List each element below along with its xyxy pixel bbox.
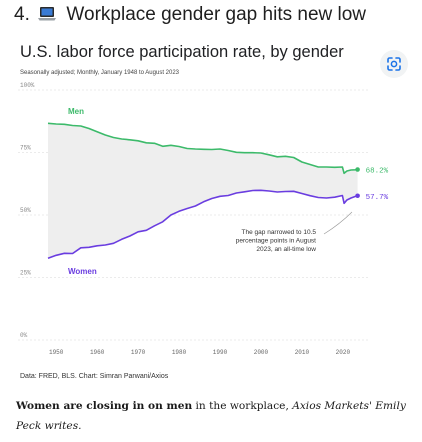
caption-italic: Axios Markets' Emily Peck writes. [16, 400, 406, 432]
headline: 4. Workplace gender gap hits new low [14, 2, 414, 28]
gap-annotation-line: 2023, an all-time low [256, 246, 316, 253]
laptop-icon [38, 7, 57, 21]
lens-scan-button[interactable] [380, 50, 408, 78]
y-tick-label: 50% [20, 207, 31, 214]
y-tick-label: 100% [20, 82, 35, 89]
chart-title: U.S. labor force participation rate, by … [20, 43, 344, 61]
x-tick-label: 1980 [172, 349, 187, 356]
series-end-point-men [355, 167, 360, 172]
chart-card: U.S. labor force participation rate, by … [6, 34, 418, 380]
caption-plain: in the workplace, [192, 400, 293, 412]
x-tick-label: 1950 [49, 349, 64, 356]
x-tick-label: 1970 [131, 349, 146, 356]
series-end-point-women [355, 193, 360, 199]
series-label-men: Men [68, 107, 84, 116]
source-note: Data: FRED, BLS. Chart: Simran Parwani/A… [20, 373, 169, 380]
y-tick-label: 75% [20, 145, 31, 152]
series-line-men [47, 122, 358, 175]
y-tick-label: 25% [20, 270, 31, 277]
x-tick-label: 2000 [254, 349, 269, 356]
gap-annotation-line: The gap narrowed to 10.5 [242, 229, 317, 236]
x-tick-label: 1990 [213, 349, 228, 356]
gap-annotation-line: percentage points in August [236, 238, 316, 245]
series-label-women: Women [68, 267, 97, 276]
x-tick-label: 2010 [295, 349, 310, 356]
chart-plot: 100% 75% 50% 25% 0% 1950 1960 1970 1980 1990 2000 2… [18, 82, 389, 356]
chart-subtitle: Seasonally adjusted; Monthly, January 19… [20, 70, 179, 76]
caption: Women are closing in on men in the workp… [16, 396, 412, 436]
headline-text: Workplace gender gap hits new low [66, 4, 367, 25]
y-tick-label: 0% [20, 332, 28, 339]
series-line-women [47, 189, 358, 260]
caption-bold: Women are closing in on men [16, 400, 193, 412]
x-tick-label: 1960 [90, 349, 105, 356]
series-end-label-women: 57.7% [366, 194, 389, 202]
lens-scan-icon [387, 57, 401, 71]
series-end-label-men: 68.2% [366, 168, 389, 176]
headline-number: 4. [14, 4, 30, 25]
x-tick-label: 2020 [336, 349, 351, 356]
gap-annotation-pointer [323, 211, 353, 235]
